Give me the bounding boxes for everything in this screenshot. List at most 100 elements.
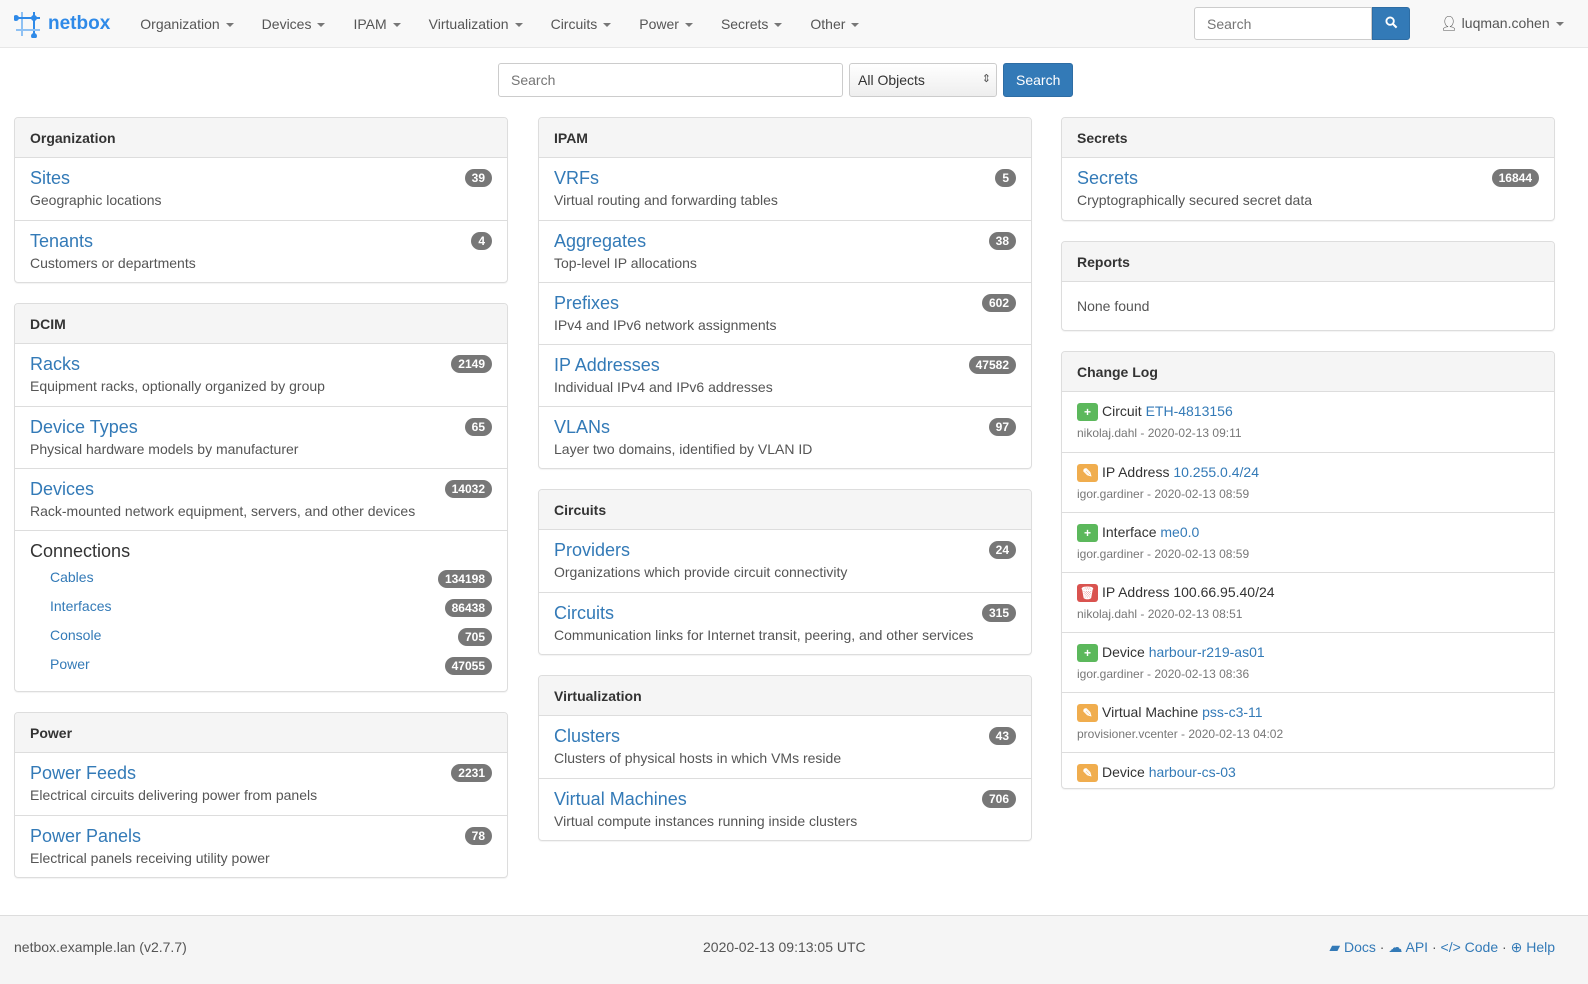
list-item-power: Power 47055 (30, 652, 492, 681)
create-icon: + (1077, 644, 1098, 663)
delete-icon: 🗑︎ (1077, 584, 1098, 603)
menu-virtualization[interactable]: Virtualization (415, 16, 537, 32)
count-badge: 47055 (444, 657, 492, 675)
link-prefixes[interactable]: Prefixes (554, 293, 620, 313)
panel-body: Power Feeds Electrical circuits deliverin… (15, 753, 507, 877)
link-interfaces[interactable]: Interfaces (50, 598, 112, 614)
search-icon (1384, 15, 1397, 28)
menu-circuits[interactable]: Circuits (537, 16, 626, 32)
list-item-console: Console 705 (30, 623, 492, 652)
link-providers[interactable]: Providers (554, 540, 631, 560)
code-link[interactable]: </> Code (1440, 939, 1499, 955)
description: Clusters of physical hosts in which VMs … (554, 750, 842, 766)
link-console[interactable]: Console (50, 627, 102, 643)
description: IPv4 and IPv6 network assignments (554, 317, 777, 333)
api-link[interactable]: ☁ API (1388, 939, 1429, 955)
changelog-meta: igor.gardiner - 2020-02-13 08:36 (1077, 667, 1250, 682)
link-devices[interactable]: Devices (30, 479, 95, 499)
menu-label: Circuits (550, 15, 598, 32)
description: Customers or departments (30, 255, 196, 271)
caret-down-icon (774, 22, 783, 27)
menu-label: Organization (140, 15, 220, 32)
search-input[interactable] (498, 63, 843, 97)
object-link[interactable]: harbour-cs-03 (1148, 764, 1236, 780)
object-link[interactable]: pss-c3-11 (1202, 704, 1263, 720)
menu-power[interactable]: Power (625, 16, 707, 32)
link-power-panels[interactable]: Power Panels (30, 826, 142, 846)
link-cables[interactable]: Cables (50, 569, 94, 585)
count-badge: 38 (988, 232, 1016, 250)
user-menu[interactable]: 👤︎ luqman.cohen (1440, 15, 1564, 32)
brand-logo[interactable]: netbox (14, 10, 110, 38)
count-badge: 39 (464, 169, 492, 187)
list-item-aggregates: Aggregates Top-level IP allocations 38 (539, 220, 1031, 282)
object-type-select[interactable]: All Objects (849, 63, 997, 97)
description: Layer two domains, identified by VLAN ID (554, 441, 813, 457)
panel-body: Providers Organizations which provide cir… (539, 530, 1031, 654)
empty-message: None found (1077, 298, 1150, 314)
link-racks[interactable]: Racks (30, 354, 81, 374)
description: Physical hardware models by manufacturer (30, 441, 299, 457)
update-icon: ✎ (1077, 464, 1098, 483)
panel-virtualization: Virtualization Clusters Clusters of physic… (538, 675, 1032, 841)
caret-down-icon (392, 22, 401, 27)
column-right: Secrets Secrets Cryptographically secured … (1061, 117, 1555, 809)
count-badge: 47582 (968, 356, 1016, 374)
list-item-tenants: Tenants Customers or departments 4 (15, 220, 507, 282)
link-vrfs[interactable]: VRFs (554, 168, 599, 188)
description: Electrical panels receiving utility powe… (30, 850, 270, 866)
object-link[interactable]: me0.0 (1160, 524, 1200, 540)
list-item-racks: Racks Equipment racks, optionally organiz… (15, 344, 507, 406)
list-item-vrfs: VRFs Virtual routing and forwarding table… (539, 158, 1031, 220)
footer-host: netbox.example.lan (v2.7.7) (14, 939, 187, 955)
object-type: Virtual Machine (1102, 704, 1199, 720)
menu-devices[interactable]: Devices (248, 16, 340, 32)
count-badge: 16844 (1491, 169, 1539, 187)
description: Organizations which provide circuit conn… (554, 564, 848, 580)
menu-organization[interactable]: Organization (126, 16, 247, 32)
count-badge: 5 (995, 169, 1016, 187)
count-badge: 97 (988, 418, 1016, 436)
navbar-search-button[interactable] (1372, 7, 1410, 40)
search-button[interactable]: Search (1003, 63, 1074, 97)
footer: netbox.example.lan (v2.7.7) 2020-02-13 0… (0, 915, 1588, 984)
navbar-search-input[interactable] (1194, 7, 1372, 40)
link-virtual-machines[interactable]: Virtual Machines (554, 789, 687, 809)
changelog-entry: ✎ IP Address 10.255.0.4/24 igor.gardiner -… (1062, 452, 1554, 512)
object-type: Device (1102, 644, 1145, 660)
menu-ipam[interactable]: IPAM (339, 16, 414, 32)
object-link[interactable]: harbour-r219-as01 (1148, 644, 1265, 660)
link-device-types[interactable]: Device Types (30, 417, 138, 437)
object-link[interactable]: ETH-4813156 (1145, 403, 1233, 419)
list-item-secrets: Secrets Cryptographically secured secret … (1062, 158, 1554, 220)
link-secrets[interactable]: Secrets (1077, 168, 1139, 188)
navbar: netbox Organization Devices IPAM Virtualiza… (0, 0, 1588, 48)
description: Cryptographically secured secret data (1077, 192, 1313, 208)
link-vlans[interactable]: VLANs (554, 417, 611, 437)
object-link[interactable]: 10.255.0.4/24 (1173, 464, 1259, 480)
object-type-value: All Objects (858, 72, 925, 88)
update-icon: ✎ (1077, 704, 1098, 723)
list-item-power-feeds: Power Feeds Electrical circuits deliverin… (15, 753, 507, 815)
changelog-entry: + Interface me0.0 igor.gardiner - 2020-02-… (1062, 512, 1554, 572)
description: Rack-mounted network equipment, servers,… (30, 503, 416, 519)
help-link[interactable]: ⊕ Help (1510, 939, 1555, 955)
link-sites[interactable]: Sites (30, 168, 71, 188)
link-aggregates[interactable]: Aggregates (554, 231, 647, 251)
link-ip-addresses[interactable]: IP Addresses (554, 355, 660, 375)
changelog-entry: + Device harbour-r219-as01 igor.gardiner -… (1062, 632, 1554, 692)
column-middle: IPAM VRFs Virtual routing and forwarding t… (538, 117, 1032, 861)
caret-down-icon (1555, 22, 1564, 27)
link-power[interactable]: Power (50, 656, 90, 672)
menu-secrets[interactable]: Secrets (707, 16, 796, 32)
link-tenants[interactable]: Tenants (30, 231, 94, 251)
link-clusters[interactable]: Clusters (554, 726, 621, 746)
link-power-feeds[interactable]: Power Feeds (30, 763, 137, 783)
list-item-device-types: Device Types Physical hardware models by … (15, 406, 507, 468)
changelog-meta: igor.gardiner - 2020-02-13 08:59 (1077, 487, 1250, 502)
menu-label: Secrets (720, 15, 769, 32)
link-circuits[interactable]: Circuits (554, 603, 615, 623)
docs-link[interactable]: ▰ Docs (1329, 939, 1376, 955)
menu-other[interactable]: Other (796, 16, 873, 32)
panel-heading: Circuits (539, 490, 1031, 530)
